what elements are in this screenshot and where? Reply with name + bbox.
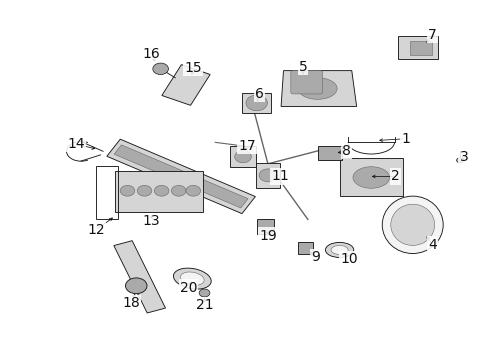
Bar [162, 64, 210, 105]
Circle shape [137, 185, 152, 196]
Text: 17: 17 [238, 139, 255, 153]
Ellipse shape [325, 242, 353, 257]
Circle shape [171, 185, 185, 196]
Ellipse shape [352, 167, 389, 188]
Text: 11: 11 [271, 170, 288, 183]
Circle shape [154, 185, 168, 196]
Text: 4: 4 [427, 238, 436, 252]
Text: 5: 5 [298, 60, 307, 74]
Ellipse shape [330, 246, 347, 255]
Bar [242, 93, 271, 113]
Text: 14: 14 [67, 137, 85, 151]
Text: 2: 2 [390, 170, 399, 183]
Text: 1: 1 [400, 132, 409, 146]
FancyBboxPatch shape [290, 71, 322, 94]
Text: 8: 8 [342, 144, 350, 158]
Bar [114, 241, 165, 313]
Ellipse shape [173, 268, 211, 289]
Bar [409, 41, 431, 55]
Bar [255, 163, 280, 188]
Text: 7: 7 [427, 28, 436, 42]
Text: 9: 9 [310, 250, 319, 264]
Circle shape [125, 278, 147, 294]
Bar [106, 139, 255, 213]
Text: 6: 6 [254, 87, 263, 101]
Ellipse shape [180, 272, 203, 285]
Text: 10: 10 [340, 252, 357, 266]
Polygon shape [281, 71, 356, 107]
Bar [256, 219, 274, 234]
Circle shape [199, 289, 209, 297]
Ellipse shape [382, 196, 442, 253]
Circle shape [234, 150, 251, 163]
Ellipse shape [298, 78, 336, 99]
Text: 19: 19 [259, 229, 276, 243]
Polygon shape [115, 171, 203, 212]
Circle shape [245, 95, 267, 111]
Text: 21: 21 [195, 298, 213, 312]
Bar [114, 145, 247, 208]
Circle shape [456, 158, 463, 163]
Text: 15: 15 [184, 61, 202, 75]
Bar [397, 36, 437, 59]
Text: 20: 20 [179, 280, 197, 294]
Text: 18: 18 [122, 296, 140, 310]
Circle shape [259, 169, 276, 182]
Circle shape [185, 185, 200, 196]
Text: 13: 13 [142, 214, 160, 228]
Bar [318, 146, 341, 160]
Text: 16: 16 [142, 47, 160, 61]
Text: 3: 3 [459, 150, 468, 164]
Bar [230, 146, 255, 167]
Circle shape [153, 63, 168, 75]
Polygon shape [339, 158, 402, 196]
Circle shape [120, 185, 135, 196]
Text: 12: 12 [87, 223, 104, 237]
Ellipse shape [390, 204, 434, 246]
Bar [297, 242, 313, 255]
